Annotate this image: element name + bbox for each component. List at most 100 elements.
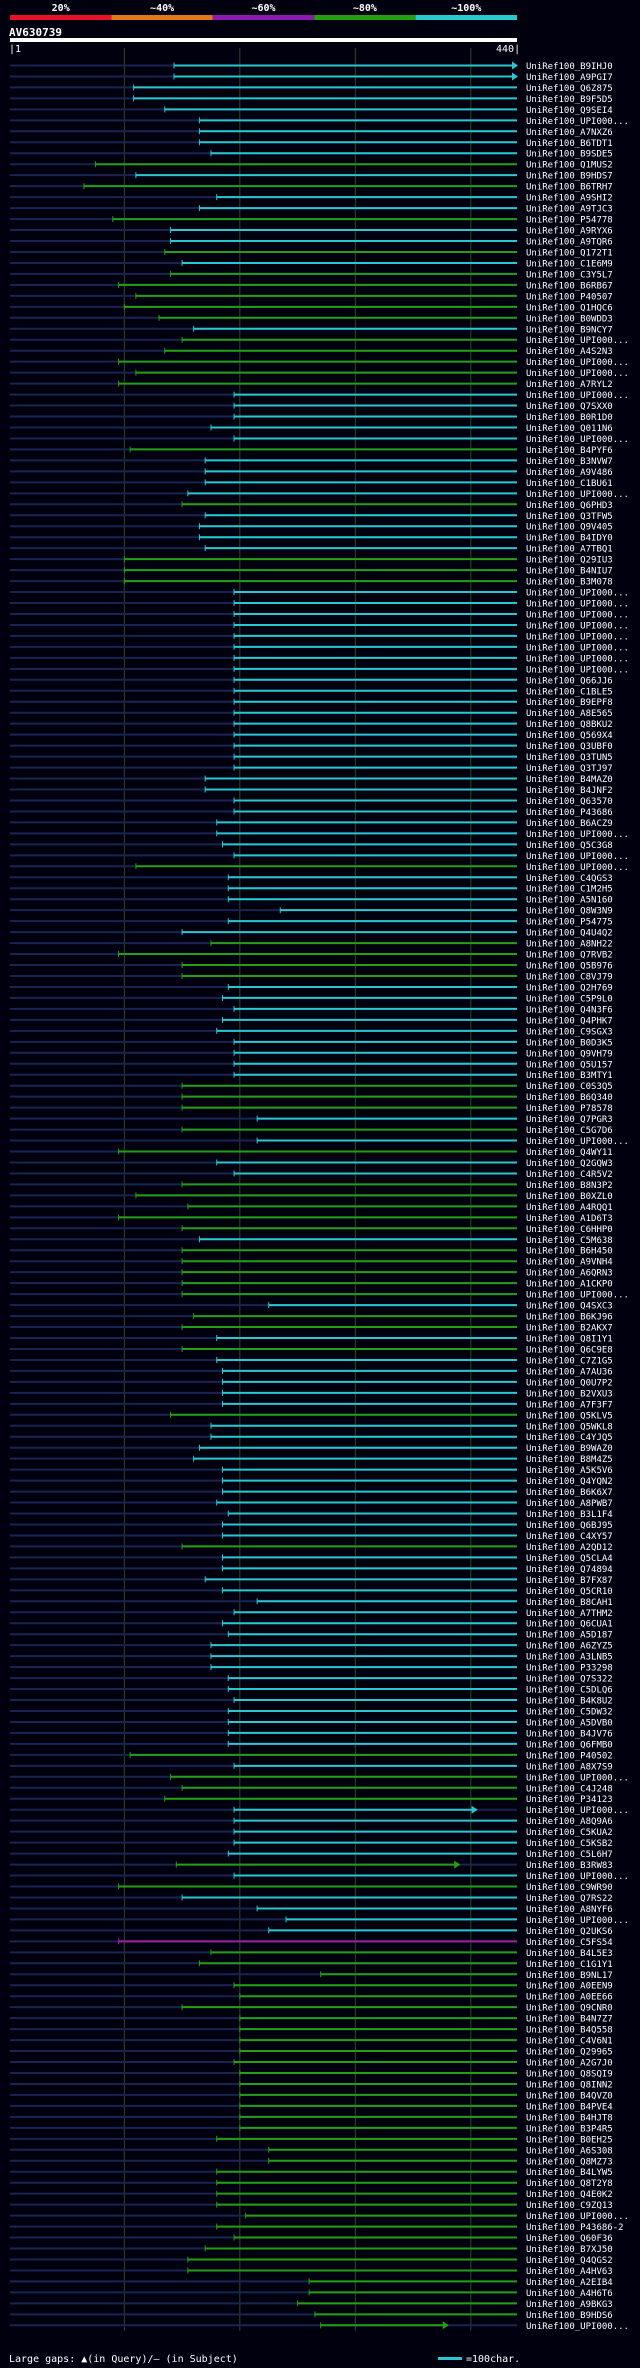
hit-label[interactable]: UniRef100_B6Q340	[526, 1093, 613, 1103]
hit-row[interactable]: UniRef100_Q4N3F6	[10, 1005, 613, 1015]
hit-label[interactable]: UniRef100_A9VNH4	[526, 1258, 613, 1268]
hit-label[interactable]: UniRef100_UPI000...	[526, 600, 629, 610]
hit-row[interactable]: UniRef100_B6TRH7	[10, 183, 613, 193]
hit-label[interactable]: UniRef100_A9RYX6	[526, 227, 613, 237]
hit-label[interactable]: UniRef100_C4V6N1	[526, 2037, 613, 2047]
hit-row[interactable]: UniRef100_Q6PHD3	[10, 501, 613, 511]
hit-row[interactable]: UniRef100_B0XZL0	[10, 1192, 613, 1202]
hit-label[interactable]: UniRef100_A4HV63	[526, 2267, 613, 2277]
hit-label[interactable]: UniRef100_Q3TUN5	[526, 753, 613, 763]
hit-row[interactable]: UniRef100_Q3TFW5	[10, 512, 613, 522]
hit-label[interactable]: UniRef100_Q66JJ6	[526, 676, 613, 686]
hit-label[interactable]: UniRef100_P54778	[526, 216, 613, 226]
hit-row[interactable]: UniRef100_UPI000...	[10, 1916, 629, 1926]
hit-row[interactable]: UniRef100_C4QGS3	[10, 874, 613, 884]
hit-row[interactable]: UniRef100_Q8W3N9	[10, 907, 613, 917]
hit-label[interactable]: UniRef100_B9F5D5	[526, 95, 613, 105]
hit-row[interactable]: UniRef100_B9NL17	[10, 1971, 613, 1981]
hit-label[interactable]: UniRef100_C5KSB2	[526, 1839, 613, 1849]
hit-row[interactable]: UniRef100_A9RYX6	[10, 227, 613, 237]
hit-row[interactable]: UniRef100_B9EPF8	[10, 698, 613, 708]
hit-row[interactable]: UniRef100_B8CAH1	[10, 1598, 613, 1608]
hit-row[interactable]: UniRef100_Q9V405	[10, 523, 613, 533]
hit-row[interactable]: UniRef100_A4RQQ1	[10, 1203, 613, 1213]
hit-row[interactable]: UniRef100_B8M4Z5	[10, 1455, 613, 1465]
hit-label[interactable]: UniRef100_Q2H769	[526, 983, 613, 993]
hit-row[interactable]: UniRef100_A7F3F7	[10, 1400, 613, 1410]
hit-row[interactable]: UniRef100_Q3UBF0	[10, 742, 613, 752]
hit-row[interactable]: UniRef100_UPI000...	[10, 1805, 629, 1817]
hit-label[interactable]: UniRef100_C4XY57	[526, 1532, 613, 1542]
hit-label[interactable]: UniRef100_UPI000...	[526, 369, 629, 379]
hit-label[interactable]: UniRef100_A7NXZ6	[526, 128, 613, 138]
hit-label[interactable]: UniRef100_Q9SEI4	[526, 106, 613, 116]
hit-row[interactable]: UniRef100_Q4SXC3	[10, 1302, 613, 1312]
hit-label[interactable]: UniRef100_A7TBQ1	[526, 545, 613, 555]
hit-label[interactable]: UniRef100_B9WAZ0	[526, 1444, 613, 1454]
hit-label[interactable]: UniRef100_Q4E0K2	[526, 2190, 613, 2200]
hit-row[interactable]: UniRef100_Q7PGR3	[10, 1115, 613, 1125]
hit-row[interactable]: UniRef100_A6ZYZ5	[10, 1642, 613, 1652]
hit-row[interactable]: UniRef100_Q8BKU2	[10, 720, 613, 730]
hit-row[interactable]: UniRef100_B9WAZ0	[10, 1444, 613, 1454]
hit-row[interactable]: UniRef100_Q6CUA1	[10, 1620, 613, 1630]
hit-row[interactable]: UniRef100_B3MTY1	[10, 1071, 613, 1081]
hit-row[interactable]: UniRef100_A6S308	[10, 2146, 613, 2156]
hit-row[interactable]: UniRef100_Q7S322	[10, 1675, 613, 1685]
hit-row[interactable]: UniRef100_Q74894	[10, 1565, 613, 1575]
hit-row[interactable]: UniRef100_Q5C3G8	[10, 841, 613, 851]
hit-row[interactable]: UniRef100_P54778	[10, 216, 613, 226]
hit-label[interactable]: UniRef100_Q5WKL8	[526, 1422, 613, 1432]
hit-row[interactable]: UniRef100_Q4WY11	[10, 1148, 613, 1158]
hit-row[interactable]: UniRef100_Q6BJ95	[10, 1521, 613, 1531]
hit-label[interactable]: UniRef100_Q7RVB2	[526, 951, 613, 961]
hit-label[interactable]: UniRef100_Q2GQW3	[526, 1159, 613, 1169]
hit-row[interactable]: UniRef100_A7THM2	[10, 1609, 613, 1619]
hit-row[interactable]: UniRef100_Q011N6	[10, 424, 613, 434]
hit-row[interactable]: UniRef100_B9SDE5	[10, 150, 613, 160]
hit-label[interactable]: UniRef100_Q7RS22	[526, 1894, 613, 1904]
hit-label[interactable]: UniRef100_B4LYW5	[526, 2168, 613, 2178]
hit-label[interactable]: UniRef100_Q8BKU2	[526, 720, 613, 730]
hit-row[interactable]: UniRef100_B4L5E3	[10, 1949, 613, 1959]
hit-label[interactable]: UniRef100_B4PVE4	[526, 2102, 613, 2112]
hit-label[interactable]: UniRef100_Q63570	[526, 797, 613, 807]
hit-row[interactable]: UniRef100_B4N7Z7	[10, 2015, 613, 2025]
hit-row[interactable]: UniRef100_UPI000...	[10, 589, 629, 599]
hit-row[interactable]: UniRef100_Q63570	[10, 797, 613, 807]
hit-row[interactable]: UniRef100_B4JNF2	[10, 786, 613, 796]
hit-label[interactable]: UniRef100_Q8T2Y8	[526, 2179, 613, 2189]
hit-row[interactable]: UniRef100_B6K6X7	[10, 1488, 613, 1498]
hit-row[interactable]: UniRef100_B0WDD3	[10, 314, 613, 324]
hit-row[interactable]: UniRef100_Q60F36	[10, 2234, 613, 2244]
hit-label[interactable]: UniRef100_A8NYF6	[526, 1905, 613, 1915]
hit-row[interactable]: UniRef100_A8NYF6	[10, 1905, 613, 1915]
hit-row[interactable]: UniRef100_Q8T2Y8	[10, 2179, 613, 2189]
hit-row[interactable]: UniRef100_B4HJT8	[10, 2113, 613, 2123]
hit-row[interactable]: UniRef100_Q4QGS2	[10, 2256, 613, 2266]
hit-row[interactable]: UniRef100_Q4YQN2	[10, 1477, 613, 1487]
hit-row[interactable]: UniRef100_A1CKP0	[10, 1280, 613, 1290]
hit-label[interactable]: UniRef100_UPI000...	[526, 589, 629, 599]
hit-row[interactable]: UniRef100_B9IHJ0	[10, 61, 613, 72]
hit-row[interactable]: UniRef100_C5FS54	[10, 1938, 613, 1948]
hit-row[interactable]: UniRef100_B6KJ96	[10, 1313, 613, 1323]
hit-label[interactable]: UniRef100_UPI000...	[526, 490, 629, 500]
hit-row[interactable]: UniRef100_A4HV63	[10, 2267, 613, 2277]
hit-label[interactable]: UniRef100_Q6C9E8	[526, 1345, 613, 1355]
hit-label[interactable]: UniRef100_A7AU36	[526, 1367, 613, 1377]
hit-label[interactable]: UniRef100_UPI000...	[526, 117, 629, 127]
hit-label[interactable]: UniRef100_Q172T1	[526, 248, 613, 258]
hit-row[interactable]: UniRef100_A2G7J0	[10, 2059, 613, 2069]
hit-label[interactable]: UniRef100_Q5CR10	[526, 1587, 613, 1597]
hit-row[interactable]: UniRef100_A7AU36	[10, 1367, 613, 1377]
hit-row[interactable]: UniRef100_Q8SQI9	[10, 2069, 613, 2079]
hit-label[interactable]: UniRef100_B4L5E3	[526, 1949, 613, 1959]
hit-row[interactable]: UniRef100_Q7SXX0	[10, 402, 613, 412]
hit-row[interactable]: UniRef100_C3Y5L7	[10, 270, 613, 280]
hit-label[interactable]: UniRef100_B2AKX7	[526, 1324, 613, 1334]
hit-label[interactable]: UniRef100_UPI000...	[526, 1137, 629, 1147]
hit-label[interactable]: UniRef100_C0S3Q5	[526, 1082, 613, 1092]
hit-row[interactable]: UniRef100_B4PYF6	[10, 446, 613, 456]
hit-label[interactable]: UniRef100_A3LNB5	[526, 1653, 613, 1663]
